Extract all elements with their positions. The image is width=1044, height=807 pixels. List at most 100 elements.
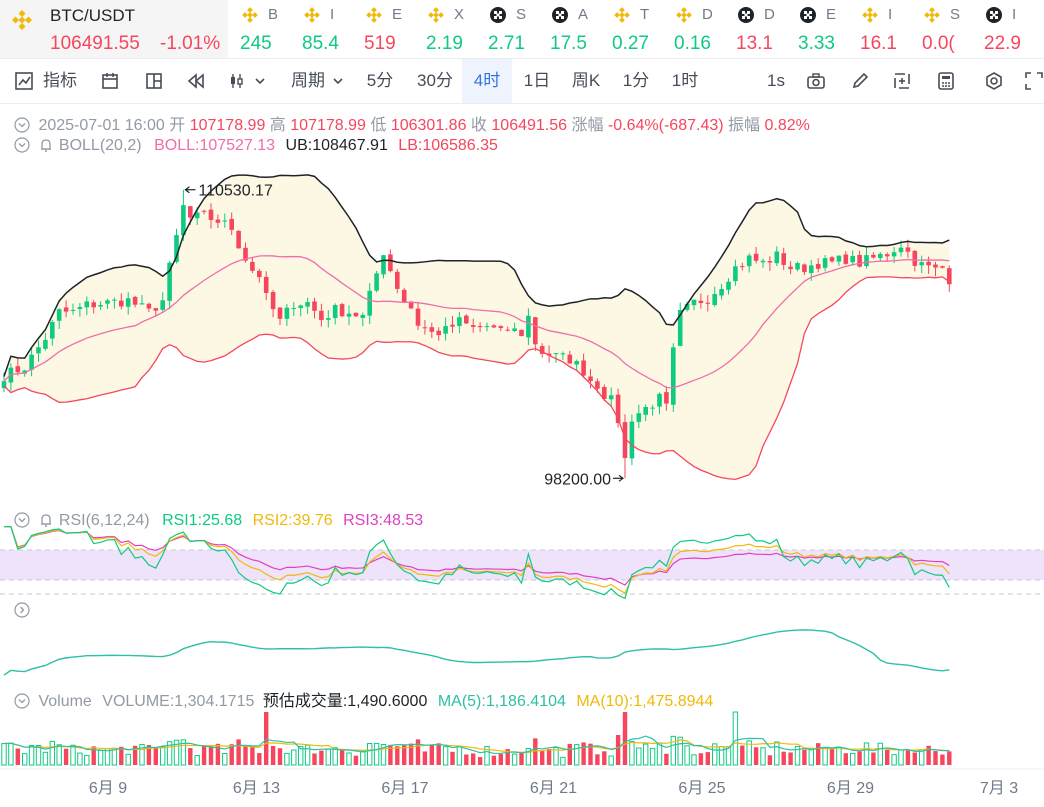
boll-band-fill: [4, 174, 950, 480]
bell-icon[interactable]: [38, 137, 54, 153]
low-label: 低: [370, 117, 387, 134]
volume-ma10-line: [3, 739, 950, 754]
period-dropdown[interactable]: 周期: [291, 71, 325, 90]
x-tick-label: 6月 21: [530, 780, 577, 797]
volume-bar: [767, 755, 773, 765]
volume-bar: [442, 746, 449, 766]
candle-body: [871, 254, 876, 258]
fullscreen-icon[interactable]: [1024, 71, 1044, 91]
ticker-item[interactable]: I 16.1: [848, 0, 910, 58]
collapse-toggle-icon[interactable]: [14, 137, 30, 153]
collapse-toggle-icon[interactable]: [14, 117, 30, 133]
volume-bar: [222, 752, 228, 766]
volume-bar: [380, 744, 387, 766]
bell-icon[interactable]: [38, 512, 54, 528]
volume-bar: [15, 748, 20, 765]
candle-body: [878, 253, 883, 259]
ticker-item[interactable]: A 17.5: [538, 0, 600, 58]
candle-body: [850, 255, 855, 263]
ticker-item[interactable]: E 519: [352, 0, 414, 58]
volume-bar: [1, 743, 7, 766]
volume-bar: [332, 747, 338, 766]
ticker-item[interactable]: S 0.0(: [910, 0, 972, 58]
candle-body: [277, 307, 283, 319]
candle-body: [284, 307, 290, 319]
candle-body: [733, 266, 738, 282]
volume-bar: [166, 741, 173, 766]
ticker-symbol: D: [702, 6, 712, 23]
interval-tab[interactable]: 1分: [622, 71, 650, 90]
rsi1-line: [4, 526, 950, 600]
main-pair-ticker[interactable]: BTC/USDT 106491.55 -1.01%: [0, 0, 228, 58]
ticker-item[interactable]: T 0.27: [600, 0, 662, 58]
candle-body: [781, 253, 786, 265]
ticker-item[interactable]: B 245: [228, 0, 290, 58]
change-label: 涨幅: [571, 117, 604, 134]
calculator-icon[interactable]: [936, 71, 956, 91]
refresh-interval[interactable]: 1s: [767, 71, 785, 90]
volume-bar: [615, 734, 621, 765]
interval-tab[interactable]: 1日: [523, 71, 551, 90]
ticker-item[interactable]: I 85.4: [290, 0, 352, 58]
volume-bar: [111, 747, 118, 766]
ticker-item[interactable]: I 22.9: [972, 0, 1034, 58]
volume-bar: [229, 744, 234, 765]
chevron-down-icon[interactable]: [332, 75, 344, 87]
candle-body: [636, 413, 642, 422]
volume-bar: [511, 753, 518, 766]
volume-bar: [139, 743, 145, 766]
volume-bar: [77, 752, 83, 766]
candle-body: [326, 318, 331, 320]
candle-body: [774, 251, 780, 264]
ticker-item[interactable]: D 13.1: [724, 0, 786, 58]
rsi2-line: [4, 526, 950, 594]
chevron-down-icon[interactable]: [254, 75, 266, 87]
candle-body: [201, 210, 207, 212]
pencil-icon[interactable]: [850, 71, 870, 91]
volume-bar: [201, 746, 207, 765]
candle-type-icon[interactable]: [228, 71, 248, 91]
volume-bar: [277, 748, 283, 765]
volume-bar: [8, 742, 14, 766]
ticker-item[interactable]: D 0.16: [662, 0, 724, 58]
ticker-item[interactable]: X 2.19: [414, 0, 476, 58]
replay-icon[interactable]: [186, 71, 206, 91]
interval-tab[interactable]: 5分: [366, 71, 394, 90]
settings-icon[interactable]: [984, 71, 1004, 91]
bnb-icon: [366, 7, 382, 23]
indicator-chart-icon[interactable]: [14, 71, 34, 91]
expand-toggle-icon[interactable]: [14, 602, 30, 618]
volume-bar: [56, 744, 62, 766]
bnb-icon: [614, 7, 630, 23]
collapse-toggle-icon[interactable]: [14, 512, 30, 528]
candle-body: [298, 305, 303, 309]
layout-icon[interactable]: [144, 71, 164, 91]
interval-tab[interactable]: 30分: [417, 71, 453, 90]
ticker-item[interactable]: S 2.71: [476, 0, 538, 58]
rsi3-value: RSI3:48.53: [343, 512, 424, 529]
candle-body: [153, 308, 159, 311]
candle-body: [450, 324, 455, 327]
volume-bar: [664, 753, 669, 765]
candle-body: [388, 254, 393, 272]
indicators-button[interactable]: 指标: [43, 71, 77, 90]
candle-body: [884, 254, 890, 257]
volume-bar: [49, 740, 55, 766]
ticker-item[interactable]: E 3.33: [786, 0, 848, 58]
ticker-value: 245: [240, 33, 272, 54]
candle-body: [15, 366, 21, 373]
price-annotations-layer: 110530.17 98200.00: [184, 183, 624, 488]
crosshair-icon[interactable]: [892, 71, 912, 91]
collapse-toggle-icon[interactable]: [14, 693, 30, 709]
camera-icon[interactable]: [806, 71, 826, 91]
calendar-icon[interactable]: [100, 71, 120, 91]
candle-body: [519, 329, 524, 337]
interval-tab[interactable]: 1时: [671, 71, 699, 90]
interval-tab[interactable]: 4时: [462, 59, 512, 103]
volume-bar: [270, 746, 276, 765]
candle-body: [70, 309, 76, 311]
volume-bar: [312, 753, 317, 765]
bnb-icon: [862, 7, 878, 23]
interval-tab[interactable]: 周K: [571, 71, 601, 90]
